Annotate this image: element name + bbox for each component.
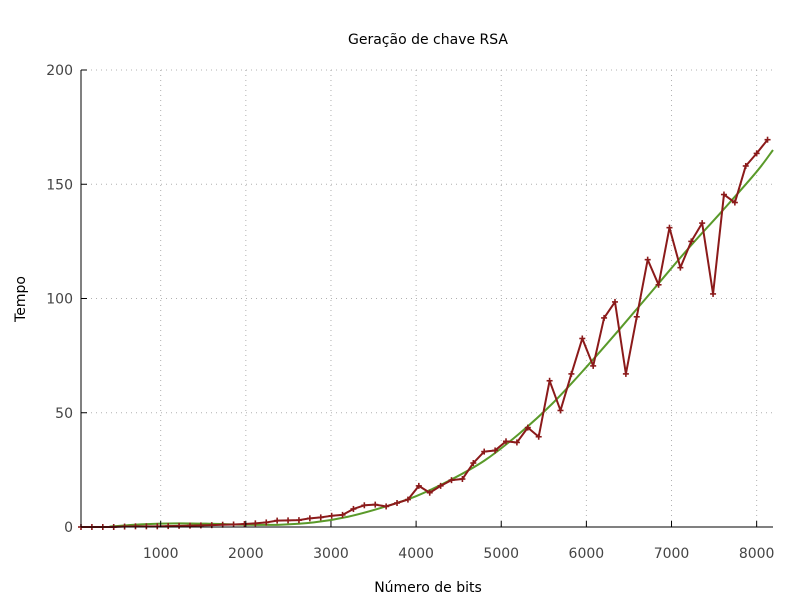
data-point — [328, 512, 335, 519]
data-point — [633, 313, 640, 320]
data-point — [601, 314, 608, 321]
data-point — [132, 523, 139, 530]
y-tick-label: 200 — [46, 63, 73, 79]
data-point — [459, 476, 466, 483]
data-point — [186, 522, 193, 529]
y-tick-label: 150 — [46, 177, 73, 193]
x-tick-label: 6000 — [569, 546, 605, 562]
data-point — [590, 362, 597, 369]
data-point — [611, 298, 618, 305]
grid-layer — [81, 69, 773, 527]
data-point — [426, 489, 433, 496]
data-point — [448, 477, 455, 484]
data-point — [513, 439, 520, 446]
x-tick-label: 4000 — [398, 546, 434, 562]
y-tick-label: 0 — [64, 520, 73, 536]
x-tick-label: 5000 — [483, 546, 519, 562]
data-point — [753, 150, 760, 157]
data-point — [165, 523, 172, 530]
data-point — [285, 517, 292, 524]
data-point — [350, 505, 357, 512]
data-point — [263, 519, 270, 526]
data-point — [688, 238, 695, 245]
measured-series-line — [81, 139, 769, 528]
data-point — [339, 511, 346, 518]
data-point — [306, 515, 313, 522]
data-point — [720, 191, 727, 198]
data-point — [404, 496, 411, 503]
data-point — [644, 256, 651, 263]
data-point — [143, 523, 150, 530]
x-axis-label: Número de bits — [374, 580, 482, 596]
data-point — [274, 517, 281, 524]
x-tick-label: 1000 — [143, 546, 179, 562]
data-point — [546, 377, 553, 384]
data-point — [503, 438, 510, 445]
data-point — [699, 220, 706, 227]
data-point — [372, 501, 379, 508]
chart-title: Geração de chave RSA — [348, 32, 508, 48]
data-point — [731, 199, 738, 206]
data-point — [437, 482, 444, 489]
data-point — [524, 424, 531, 431]
data-point — [176, 522, 183, 529]
data-point — [361, 502, 368, 509]
data-point — [295, 517, 302, 524]
data-point — [383, 503, 390, 510]
y-tick-label: 100 — [46, 292, 73, 308]
data-point — [230, 521, 237, 528]
data-point — [535, 433, 542, 440]
data-point — [317, 514, 324, 521]
data-point — [241, 521, 248, 528]
data-point — [622, 370, 629, 377]
data-point — [579, 335, 586, 342]
data-point — [710, 290, 717, 297]
data-point — [394, 500, 401, 507]
data-point — [568, 370, 575, 377]
y-axis-label: Tempo — [13, 276, 29, 323]
data-point — [557, 407, 564, 414]
data-point — [470, 460, 477, 467]
series-layer — [78, 136, 774, 530]
data-point — [154, 523, 161, 530]
data-point — [677, 264, 684, 271]
data-point — [666, 224, 673, 231]
data-point — [764, 136, 771, 143]
data-point — [742, 162, 749, 169]
x-tick-label: 7000 — [654, 546, 690, 562]
data-point — [655, 281, 662, 288]
data-point — [492, 447, 499, 454]
axis-layer: 0 50 100 150 200 1000 2000 3000 4000 5000 6000 7000… — [46, 63, 774, 562]
x-tick-label: 2000 — [228, 546, 264, 562]
x-tick-label: 8000 — [739, 546, 775, 562]
data-point — [481, 448, 488, 455]
y-tick-label: 50 — [55, 406, 73, 422]
x-tick-label: 3000 — [313, 546, 349, 562]
data-point — [252, 520, 259, 527]
data-point — [415, 482, 422, 489]
